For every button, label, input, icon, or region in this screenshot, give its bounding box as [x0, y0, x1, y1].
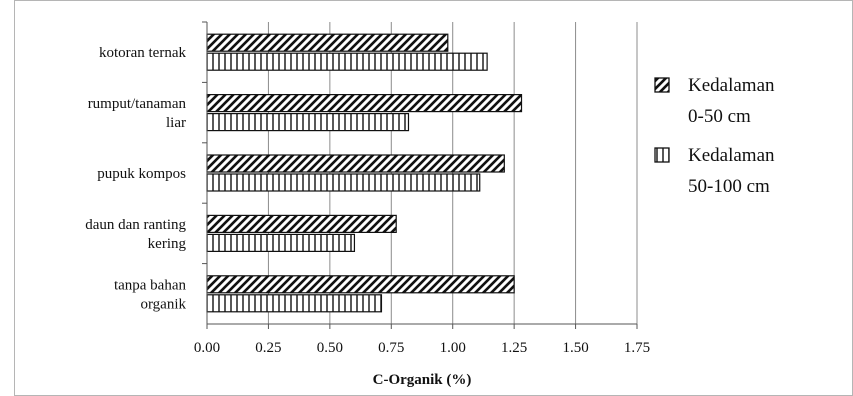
x-tick-label: 0.25: [255, 340, 281, 356]
category-label: rumput/tanaman: [88, 96, 187, 112]
x-tick-label: 1.25: [501, 340, 527, 356]
legend-label-1: 0-50 cm: [688, 106, 751, 127]
bar-series-1-5: [206, 33, 449, 52]
x-tick-label: 1.50: [562, 340, 588, 356]
category-label: daun dan ranting: [85, 217, 186, 233]
bar-series-2-1: [206, 294, 383, 313]
bar-series-1-3: [206, 154, 505, 173]
legend-swatch-2: [654, 147, 670, 163]
x-tick-label: 0.00: [194, 340, 220, 356]
x-tick-label: 1.00: [440, 340, 466, 356]
bar-series-2-3: [206, 173, 481, 192]
bar-series-1-1: [206, 275, 515, 294]
legend-label-2: Kedalaman: [688, 145, 775, 166]
bar-series-1-2: [206, 214, 397, 233]
legend-label-1: Kedalaman: [688, 75, 775, 96]
bar-series-2-2: [206, 233, 356, 252]
x-tick-label: 0.50: [317, 340, 343, 356]
bar-series-2-5: [206, 52, 488, 71]
legend-label-2: 50-100 cm: [688, 176, 770, 197]
bar-series-1-4: [206, 93, 523, 113]
category-label: kotoran ternak: [99, 45, 187, 61]
category-label: organik: [140, 296, 186, 312]
bar-series-2-4: [206, 112, 410, 132]
category-label: kering: [148, 236, 187, 252]
category-label: liar: [166, 115, 186, 131]
legend-swatch-1: [654, 77, 670, 93]
x-axis-title: C-Organik (%): [373, 372, 472, 388]
x-tick-label: 0.75: [378, 340, 404, 356]
category-label: pupuk kompos: [97, 166, 186, 182]
category-label: tanpa bahan: [114, 277, 187, 293]
x-tick-label: 1.75: [624, 340, 650, 356]
